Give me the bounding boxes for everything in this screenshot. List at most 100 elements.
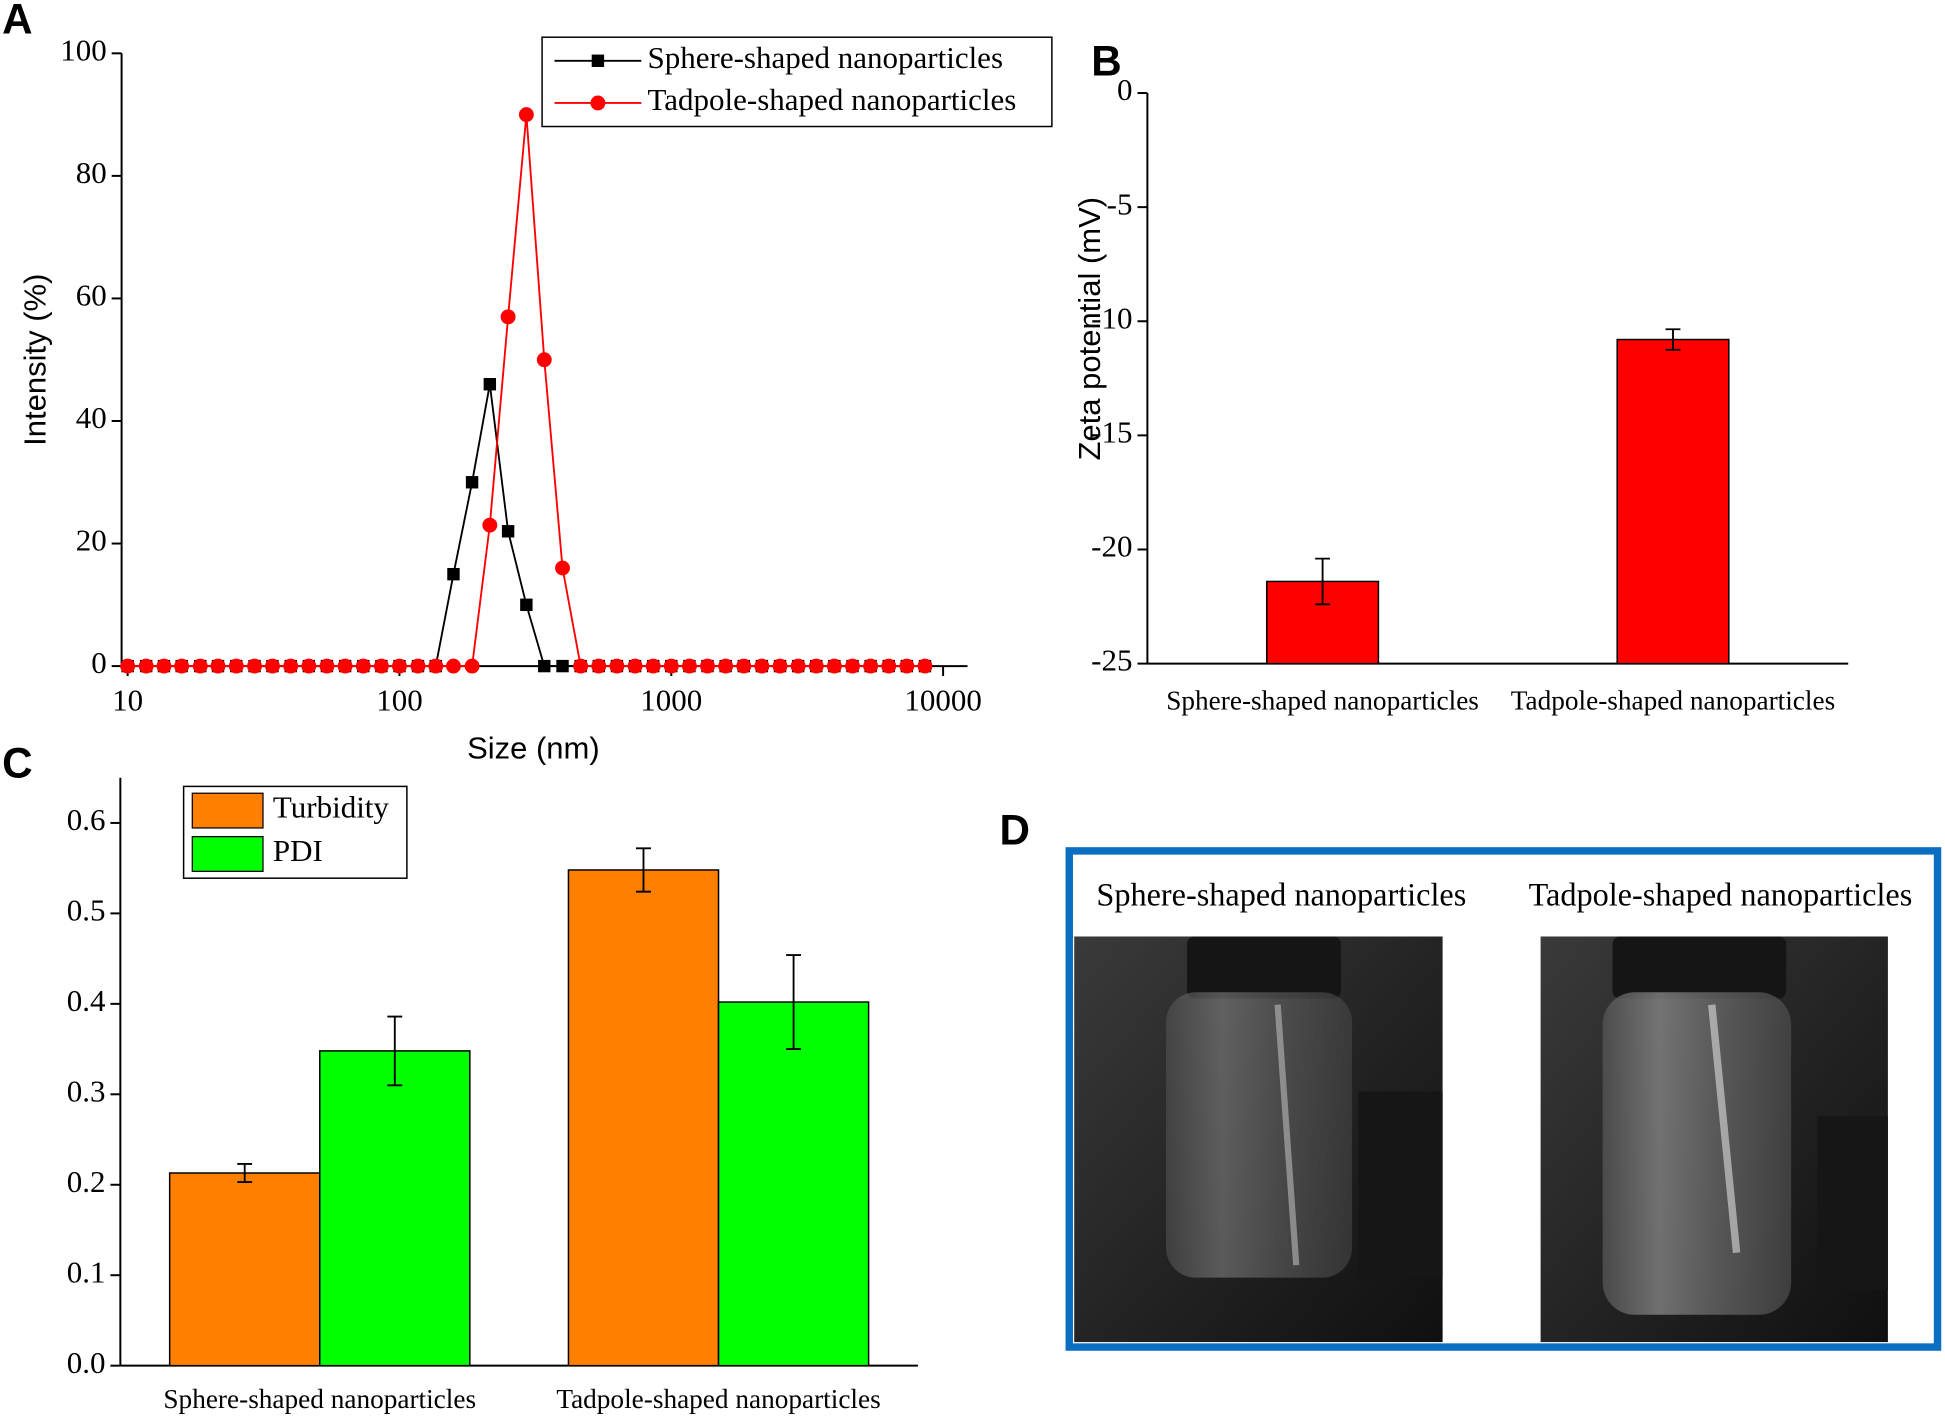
marker [700, 658, 715, 674]
marker [283, 658, 299, 674]
marker [210, 658, 226, 674]
marker [446, 658, 461, 674]
bar [319, 1050, 471, 1367]
error-bar [636, 847, 651, 893]
marker [355, 658, 371, 674]
y-tick-label: 0.6 [67, 802, 106, 837]
marker [337, 658, 353, 674]
marker [520, 598, 533, 612]
marker [609, 658, 625, 674]
x-tick-label: Tadpole-shaped nanoparticles [1511, 686, 1835, 716]
y-tick-label: 40 [76, 400, 107, 435]
bar [168, 1172, 321, 1367]
marker [845, 658, 860, 674]
chart: A 0 20 40 60 80 100 10 100 1000 10000 Intensity (%)… [2, 0, 1053, 766]
marker [228, 658, 244, 674]
marker [428, 658, 444, 674]
marker [555, 560, 570, 576]
photo-caption: Tadpole-shaped nanoparticles [1529, 876, 1913, 912]
marker [826, 658, 842, 674]
marker [447, 567, 460, 581]
marker [174, 658, 190, 674]
y-tick-label: 0.5 [67, 893, 106, 928]
marker [591, 658, 607, 674]
legend-label: Sphere-shaped nanoparticles [648, 40, 1004, 75]
legend-label: PDI [273, 833, 323, 868]
line [127, 114, 925, 668]
y-tick-label: -25 [1091, 643, 1132, 678]
y-tick-label: 0.0 [67, 1345, 106, 1380]
error-bar [387, 1015, 403, 1087]
y-tick-label: -5 [1107, 186, 1133, 221]
marker [556, 659, 569, 673]
marker [500, 309, 516, 325]
legend-marker [590, 95, 606, 111]
y-tick-label: 80 [76, 155, 107, 190]
marker [518, 107, 534, 123]
y-tick-label: 0 [1117, 72, 1133, 107]
marker [120, 658, 136, 674]
marker [718, 658, 734, 674]
y-tick-label: -10 [1091, 300, 1132, 335]
x-tick-label: 100 [376, 682, 423, 717]
y-tick-label: 100 [60, 32, 106, 67]
marker [790, 658, 806, 674]
photo [1074, 936, 1443, 1343]
panel-label: B [1091, 38, 1121, 85]
marker [265, 658, 280, 674]
x-tick-label: Tadpole-shaped nanoparticles [556, 1384, 880, 1414]
marker [645, 658, 661, 674]
marker [301, 658, 317, 674]
x-tick-label: 1000 [640, 682, 702, 717]
x-tick-label: Sphere-shaped nanoparticles [163, 1384, 476, 1414]
legend-marker [591, 54, 605, 67]
line [127, 384, 925, 668]
x-tick-label: Sphere-shaped nanoparticles [1166, 686, 1479, 716]
y-tick-label: 0 [91, 645, 107, 680]
panel-label: C [2, 740, 32, 787]
panel-label: D [999, 807, 1029, 854]
marker [808, 658, 824, 674]
marker [247, 658, 262, 674]
marker [138, 658, 154, 674]
marker [392, 658, 407, 674]
chart: B -25 -20 -15 -10 -5 0 Zeta potential (mV) Spher… [1072, 38, 1849, 716]
chart: C 0.0 0.1 0.2 0.3 0.4 0.5 0.6 Sphere-shaped nano… [2, 740, 918, 1414]
x-tick-label: 10 [112, 682, 143, 717]
panel-label: A [2, 0, 32, 42]
photo-caption: Sphere-shaped nanoparticles [1096, 876, 1466, 912]
legend-swatch [191, 836, 264, 872]
error-bar [1665, 328, 1681, 351]
legend-box [541, 36, 1053, 128]
marker [772, 658, 788, 674]
marker [501, 525, 515, 538]
y-tick-label: 0.1 [67, 1254, 106, 1289]
y-tick-label: 0.2 [67, 1164, 106, 1199]
marker [863, 658, 879, 674]
marker [410, 658, 426, 674]
marker [536, 352, 552, 368]
marker [573, 658, 589, 674]
marker [754, 658, 770, 674]
marker [627, 658, 643, 674]
error-bar [786, 954, 802, 1051]
marker [538, 659, 551, 673]
marker [917, 658, 933, 674]
x-tick-label: 10000 [904, 682, 981, 717]
y-tick-label: -20 [1091, 529, 1132, 564]
marker [681, 658, 697, 674]
bar [1616, 338, 1730, 665]
y-tick-label: -15 [1091, 414, 1132, 449]
marker [465, 476, 479, 489]
y-tick-label: 20 [76, 523, 107, 558]
error-bar [1315, 557, 1331, 606]
marker [663, 658, 679, 674]
legend-swatch [191, 792, 264, 829]
bar [567, 869, 720, 1367]
x-axis-title: Size (nm) [467, 731, 600, 766]
photo [1540, 936, 1888, 1343]
y-tick-label: 60 [76, 278, 107, 313]
legend-label: Tadpole-shaped nanoparticles [648, 82, 1017, 117]
